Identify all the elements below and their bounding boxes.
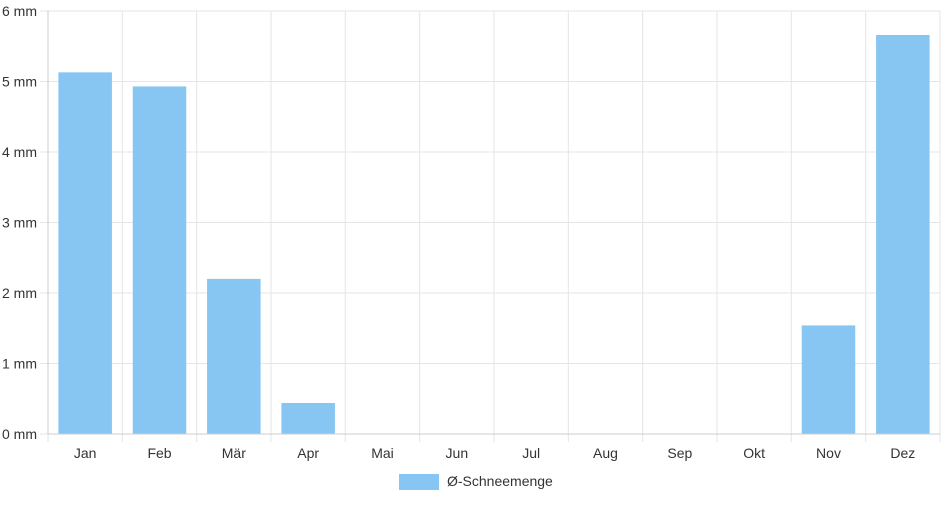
bars <box>58 34 930 435</box>
y-tick-label: 0 mm <box>2 426 37 442</box>
x-tick-label: Sep <box>667 445 692 461</box>
x-tick-label: Jan <box>74 445 97 461</box>
x-tick-label: Jul <box>522 445 540 461</box>
bar-1 <box>132 86 187 434</box>
bar-10 <box>801 325 856 434</box>
bar-2 <box>207 278 261 434</box>
legend-swatch <box>399 474 439 490</box>
legend[interactable]: Ø-Schneemenge <box>399 473 553 490</box>
grid-lines <box>40 10 941 442</box>
x-tick-label: Jun <box>446 445 469 461</box>
y-tick-label: 6 mm <box>2 3 37 19</box>
x-tick-label: Apr <box>297 445 319 461</box>
y-tick-label: 2 mm <box>2 285 37 301</box>
legend-label: Ø-Schneemenge <box>447 473 553 489</box>
x-tick-label: Nov <box>816 445 841 461</box>
y-tick-label: 1 mm <box>2 356 37 372</box>
bar-0 <box>58 72 112 435</box>
y-tick-label: 4 mm <box>2 144 37 160</box>
y-tick-label: 5 mm <box>2 74 37 90</box>
y-tick-label: 3 mm <box>2 215 37 231</box>
bar-11 <box>876 34 930 434</box>
x-tick-label: Mai <box>371 445 394 461</box>
bar-3 <box>281 402 335 434</box>
x-tick-label: Okt <box>743 445 765 461</box>
axes: 0 mm 1 mm 2 mm 3 mm 4 mm 5 mm 6 mm Jan Feb Mär Apr… <box>2 3 940 461</box>
x-tick-label: Feb <box>147 445 171 461</box>
x-tick-label: Dez <box>890 445 915 461</box>
x-tick-label: Aug <box>593 445 618 461</box>
x-tick-label: Mär <box>222 445 246 461</box>
